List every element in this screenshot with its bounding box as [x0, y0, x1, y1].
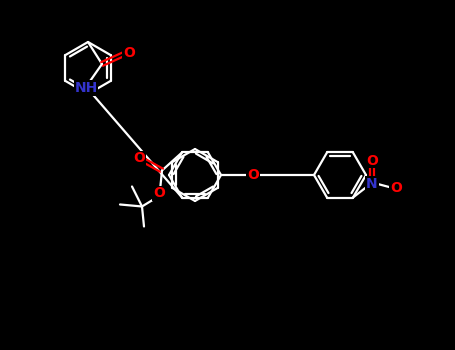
Text: O: O	[153, 187, 165, 201]
Text: N: N	[366, 176, 378, 190]
Text: O: O	[133, 152, 145, 166]
Text: O: O	[390, 181, 402, 195]
Text: NH: NH	[74, 81, 98, 95]
Text: O: O	[366, 154, 378, 168]
Text: O: O	[123, 46, 135, 60]
Text: O: O	[247, 168, 259, 182]
